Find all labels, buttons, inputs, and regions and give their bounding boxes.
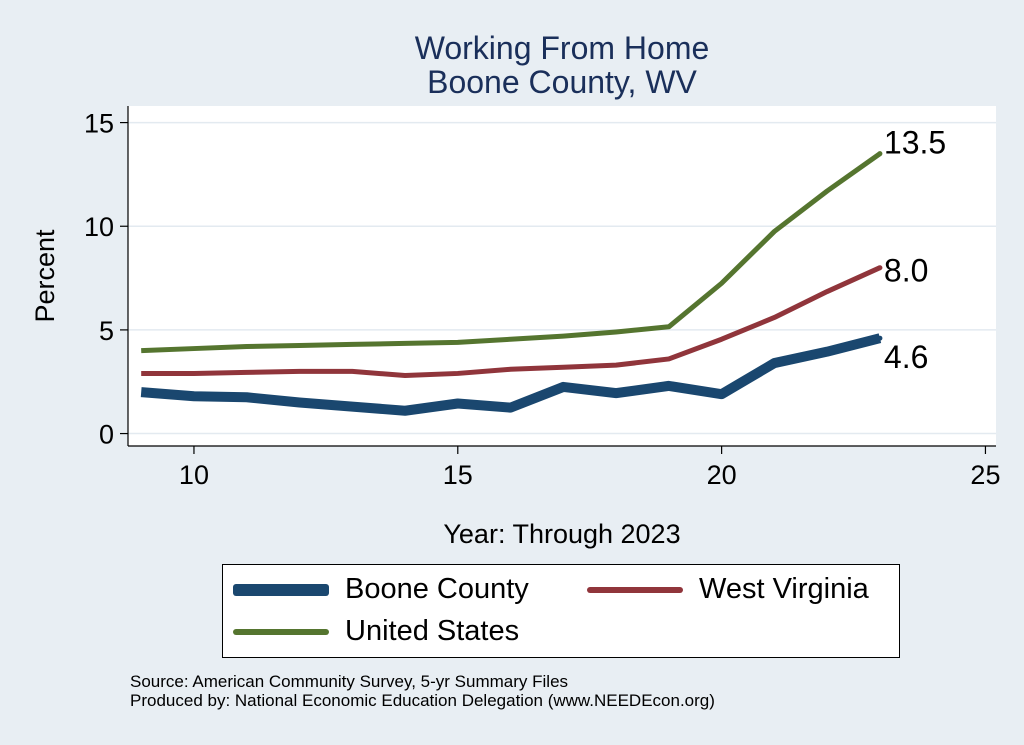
legend-label-west-virginia: West Virginia <box>699 573 869 605</box>
series-end-label: 4.6 <box>884 339 928 375</box>
chart-title: Working From Home <box>414 30 710 66</box>
y-tick-label: 10 <box>84 212 114 242</box>
x-tick-label: 20 <box>707 460 737 490</box>
series-line-west-virginia <box>141 265 881 379</box>
line-chart: 0 5 10 15 10 15 20 25 Year: Through 2023 Percent 1… <box>30 106 1000 549</box>
x-tick-label: 15 <box>443 460 473 490</box>
legend-swatch-west-virginia <box>587 586 683 593</box>
x-tick-label: 25 <box>970 460 1000 490</box>
legend-swatch-boone-county <box>233 583 329 596</box>
series-end-point <box>877 335 883 341</box>
x-tick-label: 10 <box>179 460 209 490</box>
y-tick-label: 15 <box>84 109 114 139</box>
x-axis-title: Year: Through 2023 <box>443 519 680 549</box>
legend-label-boone-county: Boone County <box>345 573 529 605</box>
legend-swatch-united-states <box>233 628 329 635</box>
chart-legend: Boone County West Virginia United States <box>222 564 900 658</box>
y-tick-label: 5 <box>99 316 114 346</box>
series-end-label: 8.0 <box>884 253 928 289</box>
series-end-point <box>877 151 883 157</box>
legend-item-united-states: United States <box>233 615 519 648</box>
y-axis-title: Percent <box>30 229 60 323</box>
series-end-point <box>877 265 883 271</box>
source-note: Source: American Community Survey, 5-yr … <box>130 672 569 691</box>
series-line-united-states <box>141 151 882 354</box>
chart-footer: Source: American Community Survey, 5-yr … <box>130 672 715 710</box>
legend-item-west-virginia: West Virginia <box>587 573 869 606</box>
legend-item-boone-county: Boone County <box>233 573 529 606</box>
producer-note: Produced by: National Economic Education… <box>130 691 715 710</box>
series-end-label: 13.5 <box>884 125 946 161</box>
legend-label-united-states: United States <box>345 615 520 647</box>
y-tick-label: 0 <box>99 420 114 450</box>
chart-subtitle: Boone County, WV <box>427 64 697 100</box>
series-line-boone-county <box>140 333 882 416</box>
